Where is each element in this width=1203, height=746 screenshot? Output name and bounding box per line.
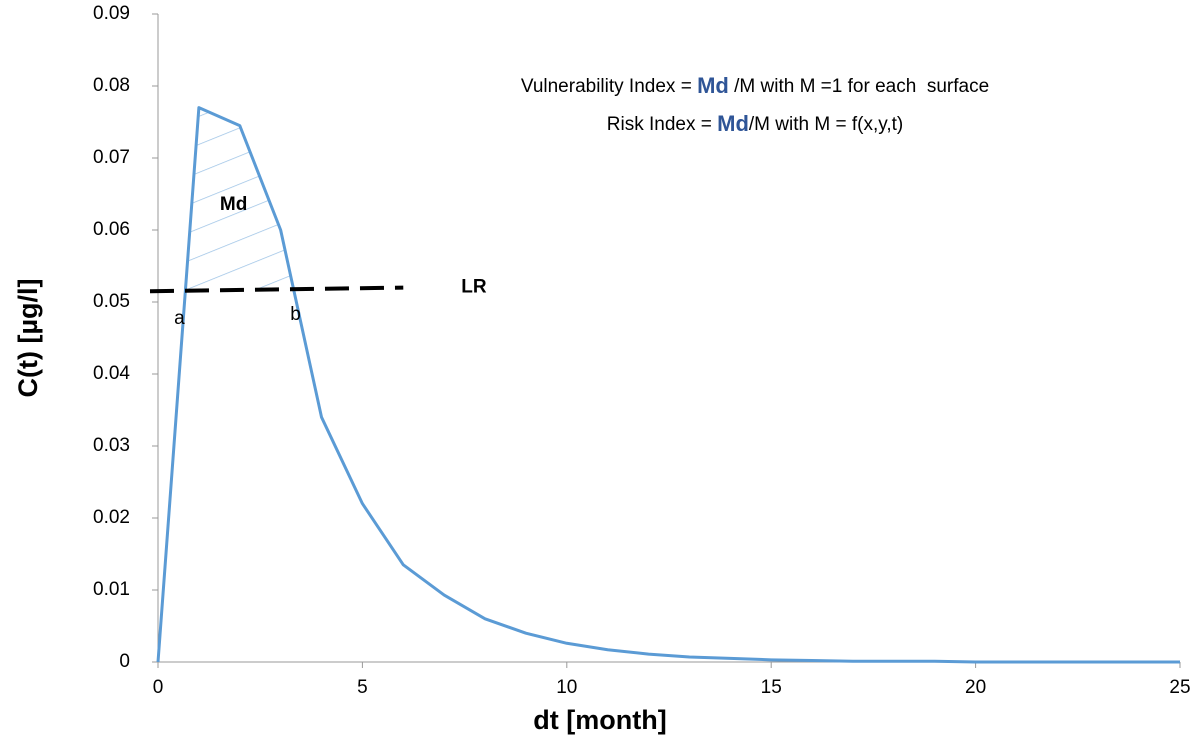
y-tick-label: 0.08 (93, 75, 130, 96)
y-tick-label: 0 (119, 651, 130, 672)
threshold-label: LR (461, 277, 487, 298)
point-label: a (174, 308, 185, 329)
x-tick-label: 25 (1169, 677, 1190, 698)
y-tick-label: 0.07 (93, 147, 130, 168)
x-tick-label: 20 (965, 677, 986, 698)
y-axis-title: C(t) [µg/l] (13, 278, 43, 397)
threshold-line (149, 285, 404, 294)
point-label: b (290, 304, 301, 325)
x-tick-label: 0 (153, 677, 164, 698)
y-tick-label: 0.03 (93, 435, 130, 456)
formula-part: /M with M =1 for each surface (729, 76, 989, 97)
area-label: Md (220, 194, 247, 215)
line-series (156, 106, 1180, 664)
formula-part: Md (697, 73, 729, 98)
y-tick-label: 0.06 (93, 219, 130, 240)
y-tick-label: 0.04 (93, 363, 130, 384)
x-tick-label: 10 (556, 677, 577, 698)
x-tick-label: 5 (357, 677, 368, 698)
formula-line: Risk Index = Md/M with M = f(x,y,t) (607, 111, 903, 136)
y-tick-label: 0.09 (93, 3, 130, 24)
formula-part: Vulnerability Index = (521, 76, 697, 97)
x-axis-title: dt [month] (533, 705, 666, 735)
hatched-area (185, 107, 294, 291)
y-tick-label: 0.02 (93, 507, 130, 528)
formula-part: Md (717, 111, 749, 136)
y-tick-label: 0.05 (93, 291, 130, 312)
formula-line: Vulnerability Index = Md /M with M =1 fo… (521, 73, 989, 98)
formula-part: Risk Index = (607, 114, 717, 135)
formula-part: /M with M = f(x,y,t) (749, 114, 903, 135)
y-tick-label: 0.01 (93, 579, 130, 600)
x-tick-label: 15 (761, 677, 782, 698)
